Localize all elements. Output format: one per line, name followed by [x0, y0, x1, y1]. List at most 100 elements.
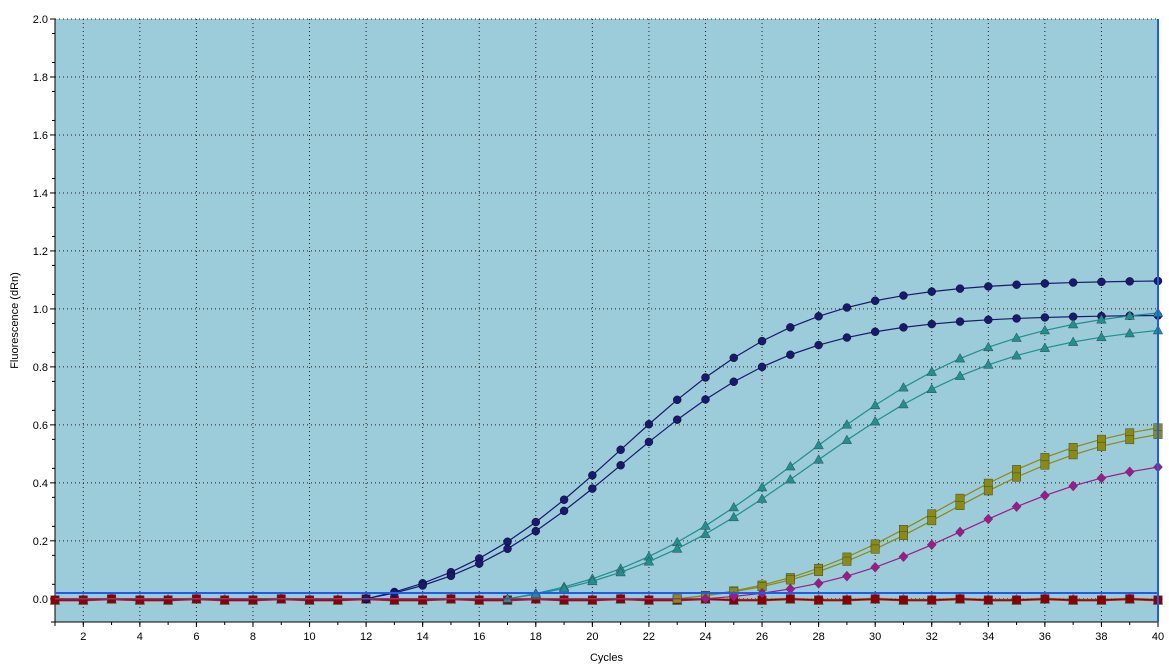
data-point — [955, 526, 965, 538]
data-point — [899, 595, 908, 605]
data-point — [503, 537, 512, 546]
data-point — [927, 595, 937, 605]
data-point — [1097, 595, 1106, 605]
data-point — [785, 461, 796, 471]
data-point — [559, 495, 569, 504]
x-tick-label: 36 — [1039, 631, 1051, 643]
data-point — [1011, 350, 1022, 360]
data-point — [248, 595, 258, 605]
data-point — [813, 454, 824, 464]
data-point — [1125, 277, 1134, 286]
data-point — [700, 528, 711, 538]
data-point — [1040, 453, 1050, 462]
data-point — [587, 575, 598, 586]
data-point — [1039, 342, 1051, 352]
data-point — [446, 571, 456, 581]
x-tick-label: 34 — [982, 631, 994, 643]
data-point — [898, 551, 909, 563]
y-tick-label: 0.6 — [33, 420, 48, 432]
data-point — [1012, 472, 1021, 482]
y-tick-label: 1.2 — [33, 246, 48, 258]
y-axis-label: Fluorescence (dRn) — [9, 272, 21, 369]
data-point — [1012, 595, 1021, 605]
data-point — [1068, 595, 1078, 605]
data-point — [841, 419, 853, 429]
data-point — [673, 395, 682, 405]
data-point — [418, 595, 428, 605]
data-point — [870, 296, 880, 305]
y-tick-label: 0.0 — [33, 594, 48, 606]
x-tick-label: 22 — [643, 631, 655, 643]
data-point — [955, 284, 965, 293]
data-point — [50, 595, 60, 605]
data-point — [983, 478, 993, 488]
data-point — [983, 513, 994, 525]
data-point — [1068, 336, 1079, 346]
data-point — [1124, 328, 1135, 338]
data-point — [983, 595, 993, 605]
data-point — [786, 323, 795, 332]
data-point — [643, 556, 655, 566]
data-point — [531, 526, 540, 536]
data-point — [983, 359, 994, 369]
x-tick-label: 18 — [530, 631, 542, 643]
data-point — [786, 350, 795, 359]
data-point — [135, 595, 145, 605]
data-point — [163, 595, 173, 605]
data-point — [1096, 314, 1107, 324]
data-point — [1097, 277, 1106, 287]
x-tick-label: 24 — [699, 631, 711, 643]
data-point — [899, 531, 908, 540]
data-point — [475, 559, 484, 568]
data-point — [927, 319, 936, 329]
data-point — [842, 333, 852, 342]
data-point — [333, 595, 343, 605]
data-point — [926, 383, 937, 393]
data-point — [1068, 480, 1078, 492]
data-point — [954, 353, 966, 363]
data-point — [899, 291, 908, 300]
data-point — [1068, 278, 1078, 287]
data-point — [842, 556, 852, 566]
data-point — [785, 575, 795, 585]
data-point — [1011, 332, 1022, 342]
data-point — [984, 282, 993, 291]
x-axis-label: Cycles — [590, 652, 624, 664]
data-point — [842, 595, 852, 605]
data-point — [305, 595, 314, 605]
data-point — [954, 370, 966, 380]
data-point — [870, 561, 880, 573]
y-tick-label: 1.0 — [33, 304, 48, 316]
data-point — [588, 471, 597, 480]
data-point — [1012, 465, 1021, 474]
x-tick-label: 16 — [473, 631, 485, 643]
data-point — [673, 415, 682, 424]
data-point — [1040, 594, 1050, 604]
data-point — [870, 544, 880, 554]
x-tick-label: 26 — [756, 631, 768, 643]
x-tick-label: 6 — [193, 631, 199, 643]
data-point — [644, 595, 654, 605]
data-point — [757, 362, 767, 372]
data-point — [870, 594, 880, 604]
data-point — [898, 382, 909, 392]
data-point — [728, 501, 739, 512]
data-point — [588, 484, 597, 493]
data-point — [587, 595, 597, 605]
data-point — [813, 578, 824, 589]
data-point — [616, 461, 625, 470]
data-point — [78, 595, 88, 605]
data-point — [1011, 501, 1022, 512]
data-point — [1124, 466, 1135, 478]
data-point — [842, 570, 852, 582]
data-point — [756, 481, 768, 492]
y-tick-label: 0.8 — [33, 362, 48, 374]
data-point — [502, 593, 513, 603]
data-point — [728, 511, 739, 522]
data-point — [814, 340, 823, 350]
y-tick-label: 0.4 — [33, 478, 48, 490]
data-point — [1039, 324, 1051, 335]
data-point — [813, 439, 824, 450]
y-tick-label: 1.6 — [33, 130, 48, 142]
data-point — [1012, 280, 1021, 289]
